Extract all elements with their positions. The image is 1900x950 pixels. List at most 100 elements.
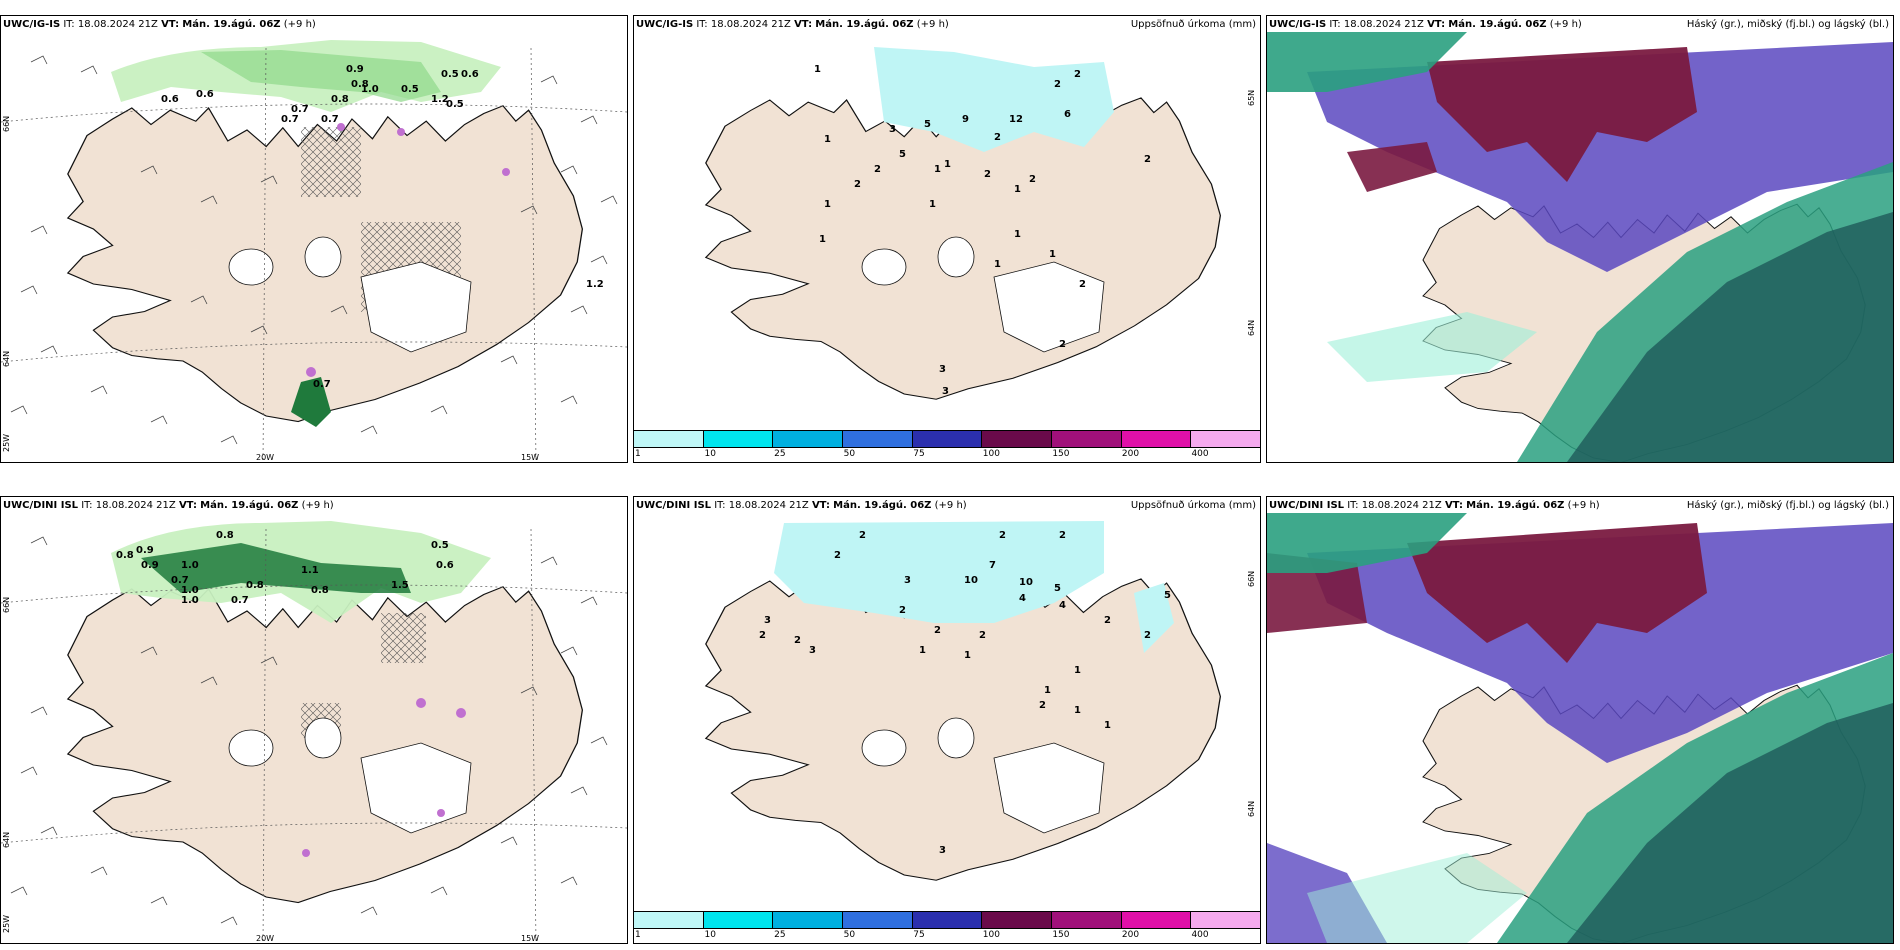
precip-value: 1 bbox=[944, 159, 951, 170]
precip-value: 2 bbox=[1104, 615, 1111, 626]
panel-field-title: Uppsöfnuð úrkoma (mm) bbox=[1130, 19, 1256, 30]
precip-value: 3 bbox=[939, 364, 946, 375]
precip-value: 2 bbox=[1074, 69, 1081, 80]
colorbar-segment bbox=[1191, 431, 1260, 447]
lon-label: 25W bbox=[2, 434, 11, 452]
precip-value: 1.1 bbox=[301, 565, 319, 576]
precip-value: 1 bbox=[964, 650, 971, 661]
colorbar-label: 100 bbox=[982, 449, 1000, 459]
precip-value: 0.7 bbox=[231, 595, 249, 606]
precip-value: 2 bbox=[1029, 174, 1036, 185]
precip-map: 1 1 5 3 5 9 12 2 6 2 1 1 2 1 2 1 2 2 1 1… bbox=[634, 32, 1260, 427]
precip-value: 2 bbox=[854, 179, 861, 190]
precip-value: 1 bbox=[824, 199, 831, 210]
precip-value: 0.6 bbox=[436, 560, 454, 571]
colorbar-label: 150 bbox=[1052, 930, 1070, 940]
precip-value: 10 bbox=[964, 575, 978, 586]
colorbar-segment bbox=[1121, 912, 1192, 928]
precip-value: 2 bbox=[979, 630, 986, 641]
precip-value: 2 bbox=[1059, 339, 1066, 350]
cloud-map bbox=[1267, 32, 1893, 462]
precip-value: 3 bbox=[809, 645, 816, 656]
wind-map: 0.8 0.9 1.0 0.7 0.8 1.0 0.7 0.8 0.5 0.6 … bbox=[1, 513, 627, 943]
precip-value: 1.0 bbox=[181, 560, 199, 571]
colorbar-label: 10 bbox=[704, 930, 716, 940]
precip-value: 0.7 bbox=[313, 379, 331, 390]
panel-field-title: Háský (gr.), miðský (fj.bl.) og lágský (… bbox=[1686, 500, 1889, 511]
precip-value: 0.8 bbox=[331, 94, 349, 105]
precip-value: 2 bbox=[834, 550, 841, 561]
colorbar-label: 75 bbox=[913, 930, 925, 940]
precip-value: 1.2 bbox=[431, 94, 449, 105]
precip-value: 4 bbox=[1059, 600, 1066, 611]
panel-title: UWC/DINI ISL IT: 18.08.2024 21Z VT: Mán.… bbox=[1269, 500, 1600, 511]
precip-colorbar: 1 10 25 50 75 100 150 200 400 bbox=[634, 430, 1260, 462]
precip-value: 1 bbox=[824, 134, 831, 145]
precip-value: 0.8 bbox=[246, 580, 264, 591]
precip-value: 0.8 bbox=[311, 585, 329, 596]
colorbar-segment bbox=[703, 912, 774, 928]
colorbar-segment bbox=[1191, 912, 1260, 928]
precip-value: 2 bbox=[984, 169, 991, 180]
colorbar-label: 25 bbox=[774, 449, 786, 459]
precip-value: 0.7 bbox=[171, 575, 189, 586]
colorbar-label: 400 bbox=[1191, 449, 1209, 459]
colorbar-segment bbox=[843, 431, 913, 447]
precip-value: 2 bbox=[859, 530, 866, 541]
lat-label: 66N bbox=[1247, 571, 1256, 587]
precip-value: 1 bbox=[1104, 720, 1111, 731]
panel-title: UWC/DINI ISL IT: 18.08.2024 21Z VT: Mán.… bbox=[3, 500, 334, 511]
colorbar-segment bbox=[1121, 431, 1192, 447]
lat-label: 64N bbox=[2, 351, 11, 367]
precip-value: 0.8 bbox=[116, 550, 134, 561]
precip-value: 12 bbox=[1009, 114, 1023, 125]
precip-value: 9 bbox=[962, 114, 969, 125]
colorbar-segment bbox=[1052, 431, 1122, 447]
colorbar-label: 100 bbox=[982, 930, 1000, 940]
map-panel-clouds-dini: UWC/DINI ISL IT: 18.08.2024 21Z VT: Mán.… bbox=[1266, 496, 1894, 944]
precip-value: 0.7 bbox=[281, 114, 299, 125]
lat-label: 64N bbox=[1247, 801, 1256, 817]
lat-label: 66N bbox=[2, 116, 11, 132]
precip-value: 2 bbox=[1039, 700, 1046, 711]
precip-value: 2 bbox=[999, 530, 1006, 541]
precip-value: 7 bbox=[989, 560, 996, 571]
precip-map: 2 2 2 2 3 10 7 10 5 4 3 2 2 3 2 2 1 1 2 … bbox=[634, 513, 1260, 908]
wind-map: 0.6 0.6 0.7 0.8 0.9 1.0 0.5 0.5 0.6 0.7 … bbox=[1, 32, 627, 462]
panel-title: UWC/IG-IS IT: 18.08.2024 21Z VT: Mán. 19… bbox=[3, 19, 316, 30]
precip-value: 1 bbox=[1014, 229, 1021, 240]
colorbar-segment bbox=[912, 912, 983, 928]
colorbar-label: 75 bbox=[913, 449, 925, 459]
map-panel-precip-dini: UWC/DINI ISL IT: 18.08.2024 21Z VT: Mán.… bbox=[633, 496, 1261, 944]
colorbar-segment bbox=[982, 431, 1053, 447]
colorbar-segment bbox=[843, 912, 913, 928]
precip-value: 3 bbox=[889, 124, 896, 135]
colorbar-label: 200 bbox=[1121, 930, 1140, 940]
colorbar-segment bbox=[773, 912, 844, 928]
precip-value: 2 bbox=[874, 164, 881, 175]
precip-value: 2 bbox=[1144, 154, 1151, 165]
precip-value: 0.9 bbox=[346, 64, 364, 75]
panel-field-title: Háský (gr.), miðský (fj.bl.) og lágský (… bbox=[1686, 19, 1889, 30]
lat-label: 64N bbox=[1247, 320, 1256, 336]
map-panel-precip-ig-is: UWC/IG-IS IT: 18.08.2024 21Z VT: Mán. 19… bbox=[633, 15, 1261, 463]
lon-label: 20W bbox=[256, 453, 274, 462]
precip-value: 5 bbox=[924, 119, 931, 130]
colorbar-label: 50 bbox=[843, 930, 856, 940]
precip-value: 3 bbox=[942, 386, 949, 397]
precip-value: 0.9 bbox=[141, 560, 159, 571]
precip-value: 2 bbox=[1054, 79, 1061, 90]
precip-value: 1.0 bbox=[361, 84, 379, 95]
precip-value: 1 bbox=[929, 199, 936, 210]
colorbar-segment bbox=[1052, 912, 1122, 928]
colorbar-label: 200 bbox=[1121, 449, 1140, 459]
precip-value: 0.7 bbox=[291, 104, 309, 115]
precip-value: 0.8 bbox=[216, 530, 234, 541]
precip-value: 1 bbox=[1074, 705, 1081, 716]
precip-value: 0.8 bbox=[351, 79, 369, 90]
precip-value: 2 bbox=[1059, 530, 1066, 541]
lat-label: 65N bbox=[1247, 90, 1256, 106]
colorbar-segment bbox=[703, 431, 774, 447]
precip-value: 1 bbox=[934, 164, 941, 175]
precip-value: 0.6 bbox=[196, 89, 214, 100]
